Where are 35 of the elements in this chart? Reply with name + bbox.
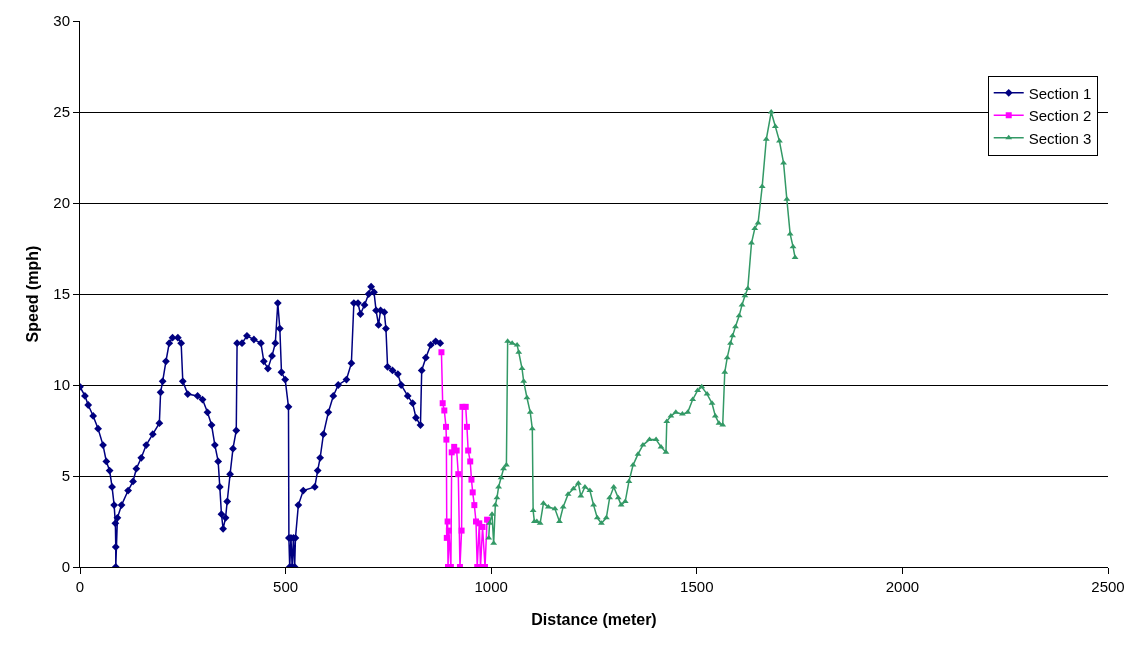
y-tick-label: 20 <box>53 194 70 212</box>
point <box>467 458 474 465</box>
y-tick-label: 25 <box>53 103 70 121</box>
x-tick-label: 1500 <box>680 578 714 595</box>
point <box>443 436 450 443</box>
legend-label: Section 2 <box>1028 107 1092 125</box>
point <box>463 423 470 430</box>
point <box>471 502 478 509</box>
point <box>465 447 472 454</box>
y-tick-label: 30 <box>53 12 70 30</box>
x-tick-label: 2500 <box>1091 578 1125 595</box>
point <box>468 476 475 483</box>
point <box>442 423 449 430</box>
y-tick-label: 15 <box>53 285 70 303</box>
y-tick-label: 5 <box>61 467 70 485</box>
point <box>443 534 450 541</box>
point <box>444 518 451 525</box>
y-tick-label: 10 <box>53 376 70 394</box>
point <box>458 527 465 534</box>
legend-label: Section 1 <box>1028 84 1092 102</box>
x-tick-label: 0 <box>75 578 85 595</box>
legend-label: Section 3 <box>1028 129 1092 147</box>
point <box>453 447 460 454</box>
y-axis-title: Speed (mph) <box>24 245 41 343</box>
x-tick-label: 500 <box>273 578 299 595</box>
x-axis-title: Distance (meter) <box>531 611 657 628</box>
point <box>438 349 445 356</box>
point <box>445 527 452 534</box>
point <box>455 471 462 478</box>
x-tick-label: 1000 <box>474 578 508 595</box>
point <box>439 400 446 407</box>
point <box>469 489 476 496</box>
x-tick-label: 2000 <box>885 578 920 595</box>
point <box>441 407 448 414</box>
y-tick-label: 0 <box>61 558 70 576</box>
